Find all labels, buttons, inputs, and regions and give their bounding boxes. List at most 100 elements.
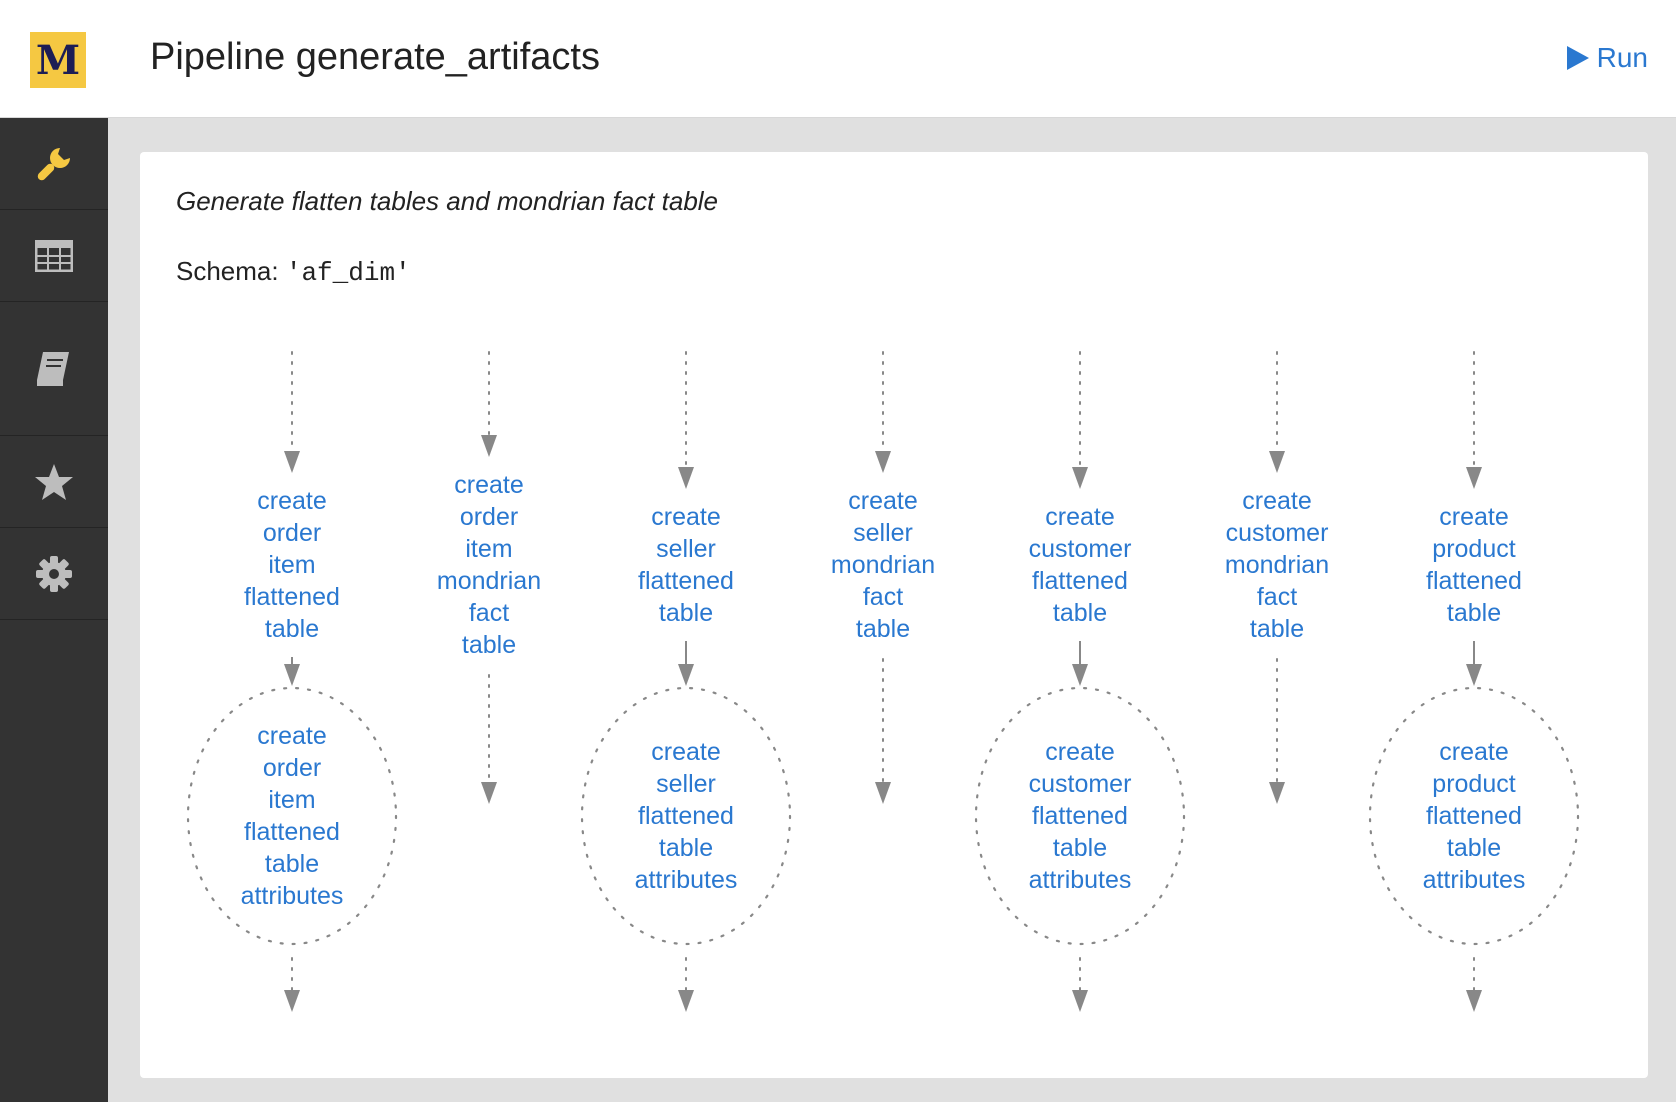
- dag-node-attributes[interactable]: create customer flattened table attributes: [995, 736, 1165, 896]
- node-label-line: product: [1432, 770, 1516, 798]
- logo-letter: M: [35, 36, 81, 84]
- dag-node-solid[interactable]: create seller mondrian fact table: [798, 485, 968, 645]
- table-icon: [35, 239, 73, 272]
- dag-node-solid[interactable]: create customer flattened table: [995, 501, 1165, 629]
- node-label-line: attributes: [1422, 866, 1526, 894]
- node-label-line: order: [459, 503, 519, 531]
- node-label-line: flattened: [244, 818, 340, 846]
- gear-icon: [36, 555, 72, 592]
- node-label-line: seller: [656, 770, 716, 798]
- node-label-line: mondrian: [436, 567, 542, 595]
- dag-node-solid[interactable]: create product flattened table: [1389, 501, 1559, 629]
- arrow-head: [284, 990, 300, 1012]
- sidebar-item-settings[interactable]: [0, 528, 108, 620]
- node-label-line: table: [1249, 615, 1305, 643]
- node-label-line: table: [855, 615, 911, 643]
- page-title: Pipeline generate_artifacts: [150, 36, 600, 78]
- schema-line: Schema: 'af_dim': [176, 256, 411, 288]
- node-label-line: create: [651, 503, 721, 531]
- node-label-line: flattened: [638, 567, 734, 595]
- run-button[interactable]: Run: [1566, 42, 1648, 74]
- sidebar-item-docs[interactable]: [0, 302, 108, 436]
- wrench-icon: [37, 147, 70, 180]
- node-label-line: table: [264, 615, 320, 643]
- arrow-head: [481, 782, 497, 804]
- arrow-head: [678, 664, 694, 686]
- sidebar-item-tools[interactable]: [0, 118, 108, 210]
- arrow-head: [1269, 782, 1285, 804]
- node-label-line: flattened: [1032, 802, 1128, 830]
- play-icon: [1566, 46, 1589, 70]
- node-label-line: mondrian: [830, 551, 936, 579]
- node-label-line: table: [264, 850, 320, 878]
- node-label-line: table: [1052, 834, 1108, 862]
- node-label-line: flattened: [244, 583, 340, 611]
- schema-value: 'af_dim': [285, 258, 411, 288]
- node-label-line: customer: [1225, 519, 1329, 547]
- node-label-line: table: [1052, 599, 1108, 627]
- node-label-line: create: [1045, 503, 1115, 531]
- node-label-line: fact: [862, 583, 904, 611]
- arrow-head: [678, 467, 694, 489]
- arrow-head: [1072, 467, 1088, 489]
- node-label-line: create: [651, 738, 721, 766]
- dag-node-solid[interactable]: create seller flattened table: [601, 501, 771, 629]
- top-bar: M Pipeline generate_artifacts Run: [0, 0, 1676, 118]
- node-label-line: fact: [1256, 583, 1298, 611]
- node-label-line: table: [461, 631, 517, 659]
- node-label-line: attributes: [240, 882, 344, 910]
- node-label-line: mondrian: [1224, 551, 1330, 579]
- dag-node-dotted: [974, 686, 1186, 946]
- node-label-line: flattened: [638, 802, 734, 830]
- node-label-line: table: [1446, 599, 1502, 627]
- arrow-head: [481, 435, 497, 457]
- node-label-line: product: [1432, 535, 1516, 563]
- pipeline-dag: [186, 351, 1580, 1012]
- dag-node-solid[interactable]: create order item flattened table: [207, 485, 377, 645]
- node-label-line: seller: [853, 519, 913, 547]
- arrow-head: [284, 664, 300, 686]
- arrow-head: [1466, 664, 1482, 686]
- sidebar-item-favorites[interactable]: [0, 436, 108, 528]
- node-label-line: item: [465, 535, 513, 563]
- node-label-line: item: [268, 786, 316, 814]
- node-label-line: fact: [468, 599, 510, 627]
- node-label-line: create: [1439, 503, 1509, 531]
- node-label-line: item: [268, 551, 316, 579]
- node-label-line: create: [257, 722, 327, 750]
- node-label-line: create: [848, 487, 918, 515]
- logo[interactable]: M: [30, 32, 86, 88]
- star-icon: [35, 463, 73, 500]
- arrow-head: [678, 990, 694, 1012]
- dag-node-attributes[interactable]: create product flattened table attributes: [1389, 736, 1559, 896]
- dag-node-dotted: [580, 686, 792, 946]
- node-label-line: attributes: [634, 866, 738, 894]
- node-label-line: flattened: [1426, 802, 1522, 830]
- dag-node-attributes[interactable]: create seller flattened table attributes: [601, 736, 771, 896]
- sidebar: [0, 118, 108, 1102]
- node-label-line: customer: [1028, 535, 1132, 563]
- arrow-head: [1072, 664, 1088, 686]
- sidebar-item-tables[interactable]: [0, 210, 108, 302]
- pipeline-panel: Generate flatten tables and mondrian fac…: [140, 152, 1648, 1078]
- run-label: Run: [1596, 42, 1648, 73]
- dag-node-attributes[interactable]: create order item flattened table attributes: [207, 720, 377, 912]
- node-label-line: create: [1439, 738, 1509, 766]
- node-label-line: table: [658, 599, 714, 627]
- book-icon: [37, 351, 69, 386]
- dag-node-solid[interactable]: create order item mondrian fact table: [404, 469, 574, 661]
- arrow-head: [1466, 467, 1482, 489]
- node-label-line: table: [658, 834, 714, 862]
- node-label-line: attributes: [1028, 866, 1132, 894]
- arrow-head: [875, 451, 891, 473]
- schema-label: Schema:: [176, 256, 279, 286]
- node-label-line: order: [262, 754, 322, 782]
- dag-node-dotted: [186, 686, 398, 946]
- node-label-line: create: [1242, 487, 1312, 515]
- node-label-line: create: [454, 471, 524, 499]
- arrow-head: [1269, 451, 1285, 473]
- node-label-line: order: [262, 519, 322, 547]
- arrow-head: [284, 451, 300, 473]
- dag-node-solid[interactable]: create customer mondrian fact table: [1192, 485, 1362, 645]
- node-label-line: create: [1045, 738, 1115, 766]
